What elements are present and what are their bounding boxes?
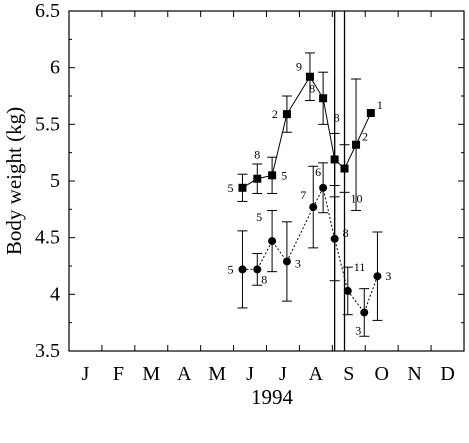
- data-point-circle: [253, 265, 262, 274]
- series-line: [242, 186, 378, 314]
- data-series: 5852988102158537681133: [227, 52, 391, 337]
- sample-size-label: 8: [343, 226, 349, 240]
- sample-size-label: 7: [300, 188, 306, 202]
- x-tick-label: O: [374, 363, 388, 385]
- sample-size-label: 9: [296, 60, 302, 74]
- y-tick-label: 5.5: [35, 113, 60, 135]
- data-point-circle: [330, 234, 339, 243]
- sample-size-label: 5: [281, 168, 287, 182]
- x-tick-label: J: [279, 363, 287, 385]
- x-tick-label: J: [246, 363, 254, 385]
- sample-size-label: 8: [309, 81, 315, 95]
- sample-size-label: 11: [354, 260, 366, 274]
- data-point-circle: [309, 203, 318, 212]
- sample-size-label: 8: [254, 148, 260, 162]
- y-axis-title: Body weight (kg): [2, 107, 26, 255]
- sample-size-label: 6: [315, 165, 321, 179]
- x-tick-label: S: [343, 363, 354, 385]
- data-point-square: [282, 110, 291, 119]
- y-tick-label: 6.5: [35, 0, 60, 22]
- data-point-circle: [319, 183, 328, 192]
- y-tick-label: 4.5: [35, 227, 60, 249]
- data-point-square: [352, 140, 361, 149]
- data-point-square: [319, 94, 328, 103]
- sample-size-label: 8: [261, 272, 267, 286]
- series-line: [242, 75, 372, 189]
- x-axis-title: 1994: [251, 385, 294, 409]
- data-point-circle: [373, 272, 382, 281]
- sample-size-label: 1: [377, 98, 383, 112]
- y-axis-ticks: 3.5 4 4.5 5 5.5 6 6.5: [35, 0, 464, 362]
- x-tick-label: A: [309, 363, 324, 385]
- sample-size-label: 2: [272, 107, 278, 121]
- sample-size-label: 3: [355, 323, 361, 337]
- x-tick-label: M: [208, 363, 226, 385]
- vertical-markers: [333, 11, 346, 351]
- data-point-square: [305, 72, 314, 81]
- y-tick-label: 6: [50, 57, 60, 79]
- sample-size-label: 8: [334, 110, 340, 124]
- x-tick-label: D: [440, 363, 454, 385]
- sample-size-label: 5: [227, 181, 233, 195]
- plot-frame: [68, 10, 465, 352]
- series-square: 58529881021: [227, 52, 383, 211]
- x-tick-label: N: [407, 363, 421, 385]
- data-point-circle: [268, 237, 277, 246]
- x-tick-label: A: [177, 363, 192, 385]
- data-point-square: [268, 171, 277, 180]
- series-circle: 5 8 5 3 76 8 11 3 3: [227, 162, 391, 337]
- data-point-circle: [238, 265, 247, 274]
- sample-size-label: 2: [362, 130, 368, 144]
- x-tick-label: J: [82, 363, 90, 385]
- data-point-square: [366, 109, 375, 117]
- data-point-square: [340, 164, 349, 173]
- x-tick-label: M: [142, 363, 160, 385]
- data-point-square: [330, 155, 339, 164]
- x-tick-label: F: [113, 363, 124, 385]
- y-tick-label: 4: [50, 283, 60, 305]
- data-point-square: [253, 174, 262, 183]
- sample-size-label: 5: [227, 262, 233, 276]
- data-point-circle: [343, 286, 352, 295]
- sample-size-label: 5: [256, 210, 262, 224]
- data-point-square: [238, 183, 247, 192]
- y-tick-label: 5: [50, 170, 60, 192]
- y-tick-label: 3.5: [35, 340, 60, 362]
- sample-size-label: 3: [295, 256, 301, 270]
- data-point-circle: [360, 308, 369, 317]
- sample-size-label: 3: [385, 269, 391, 283]
- data-point-circle: [282, 257, 291, 266]
